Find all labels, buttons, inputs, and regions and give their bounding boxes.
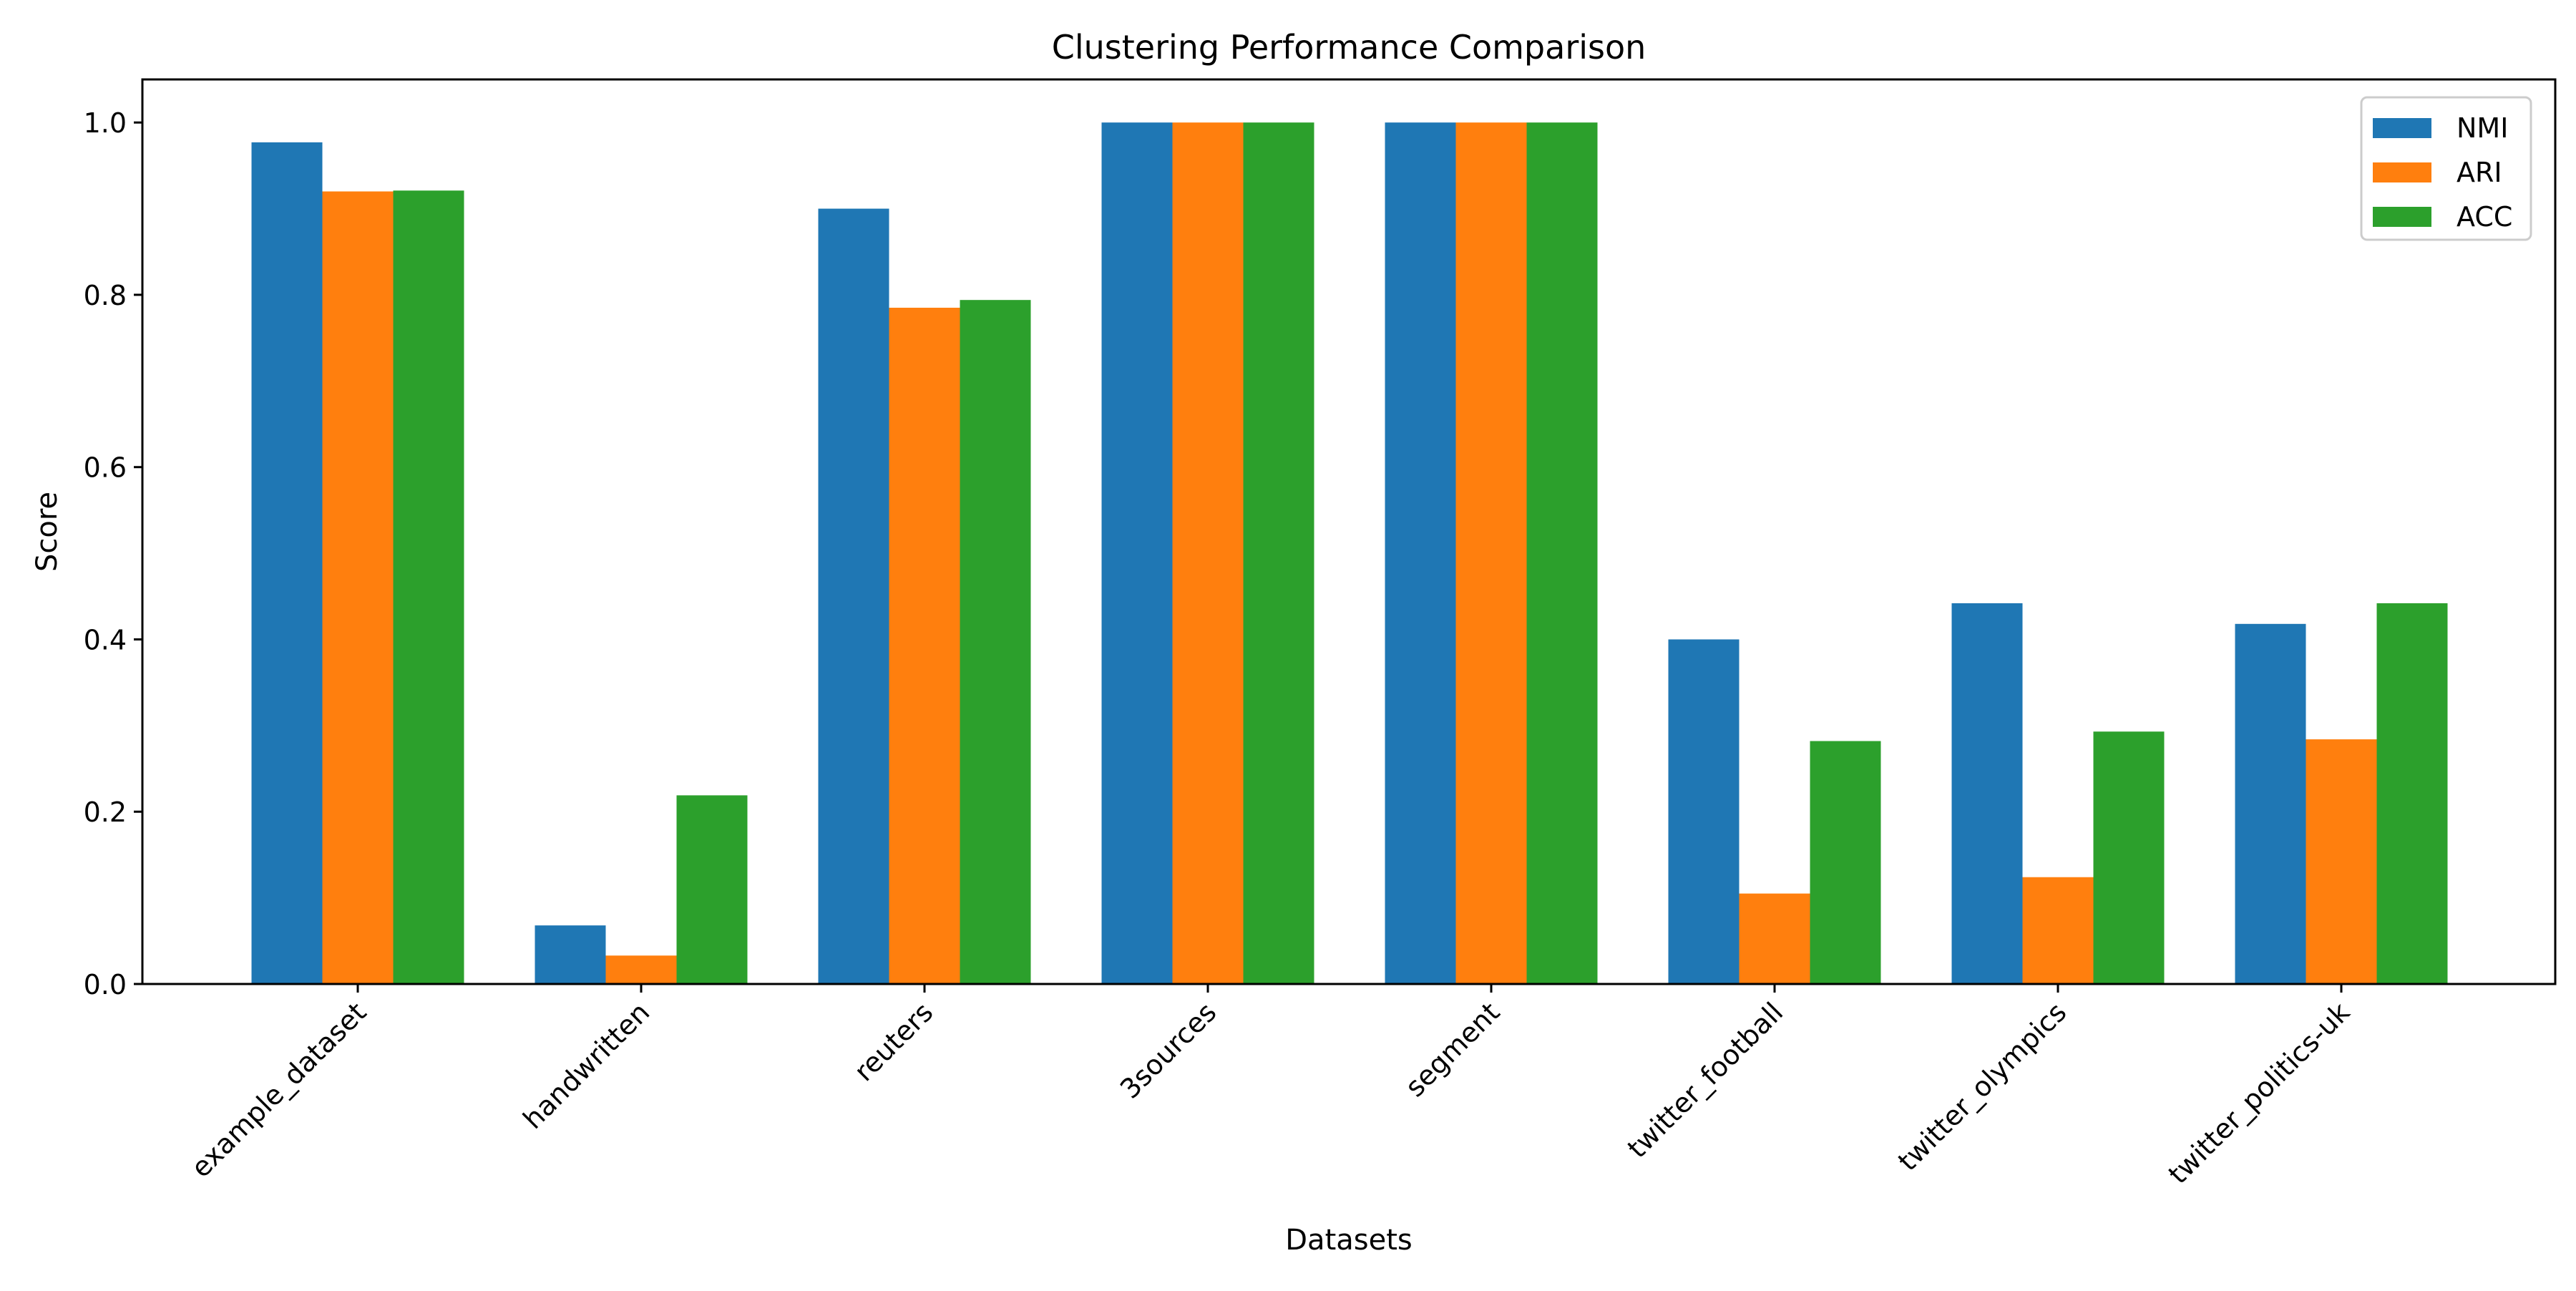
y-tick-label: 0.8 [84, 280, 127, 311]
bar-nmi-twitter_olympics [1951, 603, 2023, 984]
bar-nmi-reuters [818, 208, 889, 984]
legend-swatch-ari [2373, 162, 2431, 182]
plot-frame [141, 78, 2557, 985]
bar-ari-reuters [889, 308, 960, 984]
legend-label-ari: ARI [2457, 157, 2502, 188]
bar-nmi-handwritten [535, 925, 606, 984]
bar-ari-twitter_olympics [2022, 877, 2094, 984]
bar-nmi-twitter_football [1668, 639, 1740, 984]
bar-acc-handwritten [676, 795, 748, 984]
bar-acc-3sources [1243, 122, 1314, 985]
legend: NMI ARI ACC [2360, 96, 2532, 241]
y-tick-label: 0.2 [84, 796, 127, 828]
bar-ari-handwritten [605, 955, 677, 984]
bar-ari-twitter_politics-uk [2306, 739, 2377, 984]
bar-ari-example_dataset [322, 191, 394, 984]
y-axis-label: Score [31, 492, 64, 572]
y-tick-label: 0.6 [84, 452, 127, 484]
legend-items: NMI ARI ACC [2373, 112, 2512, 233]
bar-ari-segment [1455, 122, 1527, 985]
bar-nmi-3sources [1101, 122, 1173, 985]
legend-swatch-nmi [2373, 118, 2431, 138]
bar-acc-twitter_football [1810, 741, 1881, 984]
legend-swatch-acc [2373, 207, 2431, 227]
bar-nmi-segment [1385, 122, 1456, 985]
legend-label-acc: ACC [2457, 201, 2512, 233]
bar-acc-segment [1526, 122, 1598, 985]
y-tick-label: 0.0 [84, 969, 127, 1000]
chart-title: Clustering Performance Comparison [1052, 28, 1646, 67]
x-axis-label: Datasets [1285, 1224, 1412, 1257]
bar-nmi-example_dataset [251, 142, 323, 984]
bar-acc-example_dataset [393, 190, 464, 984]
legend-label-nmi: NMI [2457, 112, 2508, 144]
bar-acc-twitter_politics-uk [2376, 603, 2448, 984]
bar-nmi-twitter_politics-uk [2235, 623, 2306, 984]
bar-ari-twitter_football [1739, 893, 1810, 984]
y-tick-label: 0.4 [84, 624, 127, 656]
bar-ari-3sources [1172, 122, 1244, 985]
bar-acc-reuters [960, 300, 1031, 984]
bar-acc-twitter_olympics [2093, 731, 2165, 984]
y-tick-label: 1.0 [84, 107, 127, 139]
bars-layer [251, 122, 2448, 985]
y-axis-ticks: 0.0 0.2 0.4 0.6 0.8 1.0 [84, 107, 142, 1000]
